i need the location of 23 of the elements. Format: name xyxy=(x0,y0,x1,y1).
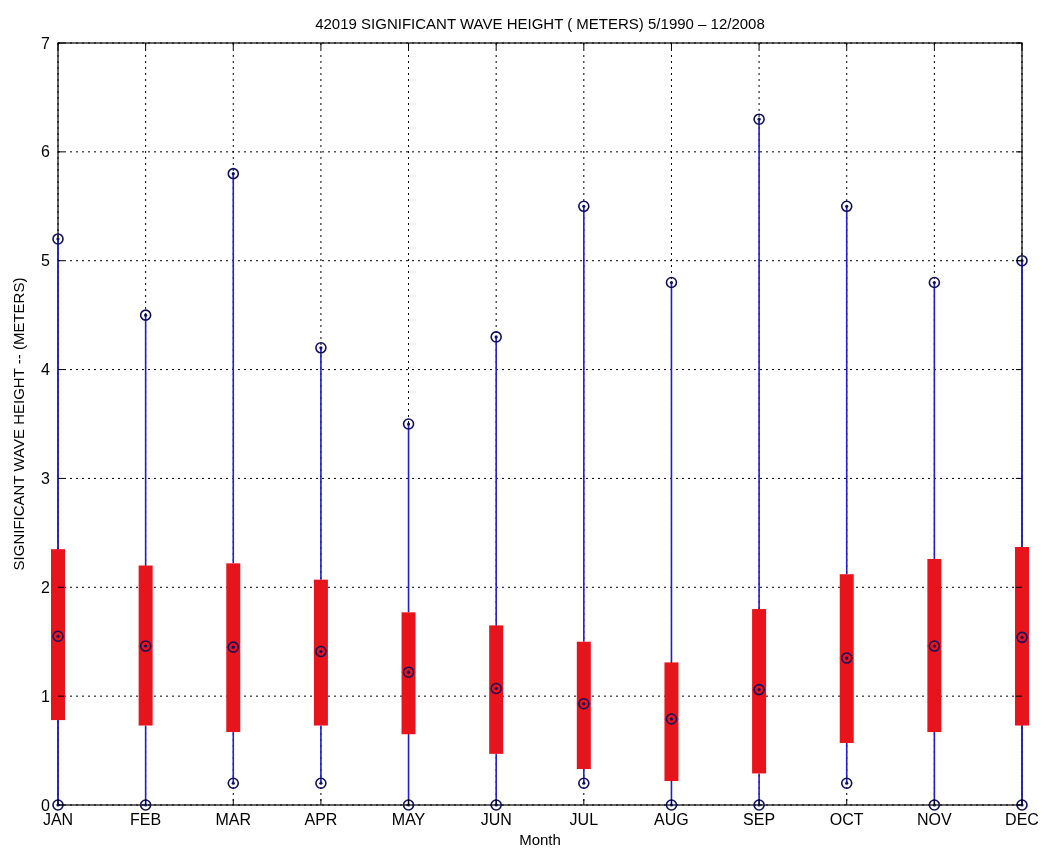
y-tick-label: 4 xyxy=(41,361,51,379)
x-tick-label: JUN xyxy=(480,811,512,828)
x-tick-label: APR xyxy=(304,811,338,828)
x-tick-label: DEC xyxy=(1005,811,1039,828)
x-axis-title: Month xyxy=(519,831,561,848)
y-tick-label: 7 xyxy=(41,34,51,52)
y-tick-label: 0 xyxy=(41,796,51,814)
x-tick-label: NOV xyxy=(917,811,953,828)
y-tick-label: 6 xyxy=(41,143,51,161)
chart-title: 42019 SIGNIFICANT WAVE HEIGHT ( METERS) 5/1990 – 12/2008 xyxy=(315,15,765,32)
y-axis-title: SIGNIFICANT WAVE HEIGHT -- (METERS) xyxy=(10,277,27,571)
y-tick-label: 5 xyxy=(41,252,51,270)
x-tick-label: OCT xyxy=(829,811,864,828)
x-tick-label: JUL xyxy=(569,811,599,828)
x-tick-label: JAN xyxy=(42,811,74,828)
x-tick-label: SEP xyxy=(743,811,776,828)
y-tick-label: 2 xyxy=(41,578,51,596)
x-tick-label: MAY xyxy=(391,811,426,828)
x-tick-label: AUG xyxy=(654,811,689,828)
y-tick-label: 3 xyxy=(41,470,51,488)
x-tick-label: MAR xyxy=(215,811,252,828)
x-tick-label: FEB xyxy=(130,811,162,828)
y-tick-label: 1 xyxy=(41,687,51,705)
